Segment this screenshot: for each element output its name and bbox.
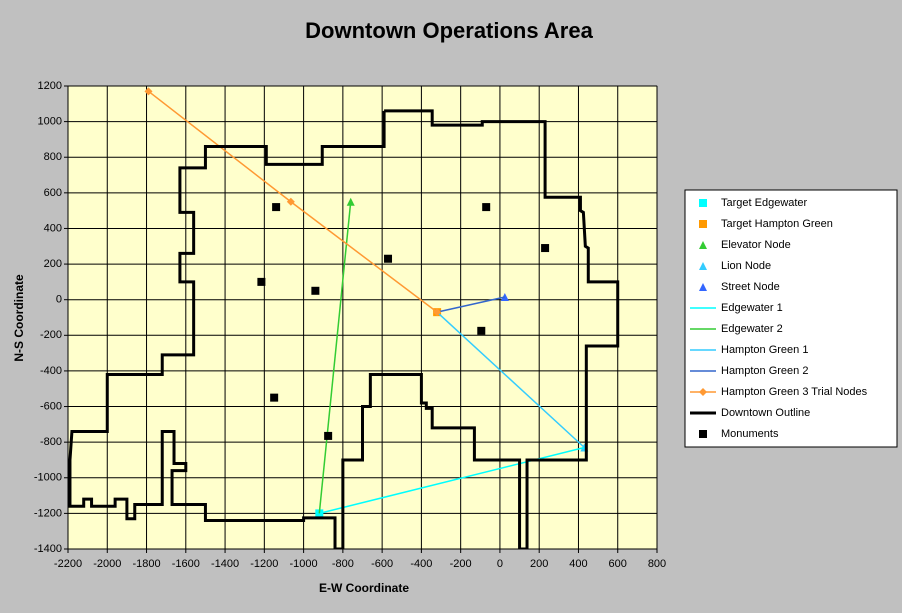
x-tick-label: -1400: [211, 558, 239, 570]
legend-marker: [699, 283, 707, 291]
legend-label: Lion Node: [721, 260, 771, 272]
y-tick-label: -400: [40, 365, 62, 377]
legend-marker: [699, 220, 707, 228]
legend-label: Hampton Green 1: [721, 344, 808, 356]
x-tick-label: -1200: [250, 558, 278, 570]
legend-marker: [699, 262, 707, 270]
point: [482, 203, 491, 212]
y-tick-label: -600: [40, 400, 62, 412]
point: [433, 308, 442, 317]
point: [477, 326, 486, 335]
point: [324, 431, 333, 440]
x-tick-label: -800: [332, 558, 354, 570]
plot-area: [67, 85, 658, 550]
point: [384, 254, 393, 263]
point: [144, 87, 153, 96]
x-tick-label: -600: [371, 558, 393, 570]
point: [541, 244, 550, 253]
x-tick-label: 0: [497, 558, 503, 570]
y-tick-label: -1000: [34, 472, 62, 484]
x-tick-label: -1800: [132, 558, 160, 570]
legend-label: Target Hampton Green: [721, 218, 833, 230]
legend-marker: [699, 388, 707, 396]
point: [311, 286, 320, 295]
x-tick-label: 800: [648, 558, 666, 570]
legend-marker: [699, 430, 707, 438]
legend: [684, 189, 898, 448]
legend-marker: [699, 241, 707, 249]
y-tick-label: 1000: [38, 116, 62, 128]
legend-label: Street Node: [721, 281, 780, 293]
x-tick-label: 400: [569, 558, 587, 570]
legend-label: Edgewater 2: [721, 323, 783, 335]
x-tick-label: 600: [609, 558, 627, 570]
x-tick-label: -1600: [172, 558, 200, 570]
series-line: [318, 201, 352, 514]
x-tick-label: -2200: [54, 558, 82, 570]
point: [286, 197, 295, 206]
series-line: [68, 109, 620, 549]
legend-label: Hampton Green 2: [721, 365, 808, 377]
x-tick-label: -2000: [93, 558, 121, 570]
legend-label: Monuments: [721, 428, 779, 440]
legend-label: Edgewater 1: [721, 302, 783, 314]
point: [272, 203, 281, 212]
y-tick-label: 1200: [38, 80, 62, 92]
legend-marker: [699, 199, 707, 207]
y-tick-label: -1400: [34, 543, 62, 555]
x-tick-label: -400: [410, 558, 432, 570]
series-line: [436, 296, 506, 313]
legend-label: Hampton Green 3 Trial Nodes: [721, 386, 868, 398]
point: [270, 393, 279, 402]
y-tick-label: 800: [44, 151, 62, 163]
y-tick-label: 400: [44, 222, 62, 234]
legend-label: Downtown Outline: [721, 407, 810, 419]
y-tick-label: 200: [44, 258, 62, 270]
x-axis-label: E-W Coordinate: [319, 581, 409, 595]
y-axis-label: N-S Coordinate: [12, 274, 26, 362]
series-line: [436, 311, 585, 449]
y-tick-label: 600: [44, 187, 62, 199]
legend-label: Elevator Node: [721, 239, 791, 251]
y-tick-label: 0: [56, 294, 62, 306]
point: [257, 277, 266, 286]
y-tick-label: -200: [40, 329, 62, 341]
y-tick-label: -800: [40, 436, 62, 448]
y-tick-label: -1200: [34, 507, 62, 519]
x-tick-label: 200: [530, 558, 548, 570]
chart-title: Downtown Operations Area: [305, 18, 593, 43]
x-tick-label: -1000: [290, 558, 318, 570]
legend-label: Target Edgewater: [721, 197, 808, 209]
x-tick-label: -200: [450, 558, 472, 570]
